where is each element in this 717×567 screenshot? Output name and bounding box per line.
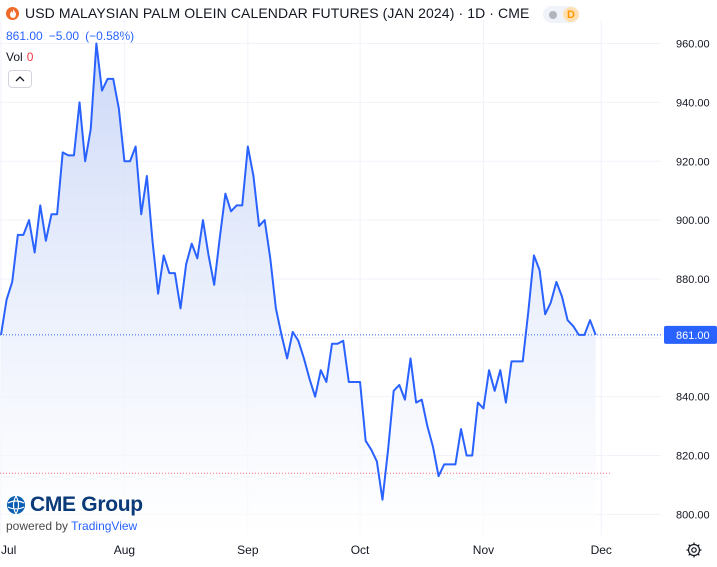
tradingview-link[interactable]: TradingView [71,519,138,533]
chevron-up-icon [15,76,25,82]
cme-logo-text: CME Group [30,493,143,516]
x-axis-tick-label: Aug [114,543,135,557]
last-price-label: 861.00 [676,330,710,342]
cme-group-logo: CME Group powered by TradingView [6,493,143,533]
y-axis-tick-label: 800.00 [676,509,710,521]
volume-value: 0 [26,50,34,64]
interval-toggle[interactable]: D [543,6,579,23]
y-axis-tick-label: 820.00 [676,451,710,463]
symbol-title[interactable]: USD MALAYSIAN PALM OLEIN CALENDAR FUTURE… [25,5,530,21]
symbol-title-row: USD MALAYSIAN PALM OLEIN CALENDAR FUTURE… [6,5,529,21]
last-price-label-box [664,325,717,344]
y-axis-tick-label: 920.00 [676,156,710,168]
collapse-legend-button[interactable] [8,70,32,88]
x-axis-tick-label: Oct [351,543,370,557]
powered-by-label: powered by [6,519,69,533]
chart-header: USD MALAYSIAN PALM OLEIN CALENDAR FUTURE… [0,0,717,88]
interval-badge: D [563,7,579,22]
y-axis-tick-label: 960.00 [676,39,710,51]
y-axis-tick-label: 840.00 [676,392,710,404]
y-axis-tick-label: 940.00 [676,97,710,109]
cme-globe-icon [7,495,25,515]
y-axis-tick-label: 880.00 [676,274,710,286]
status-dot-icon [549,10,557,19]
price-change: −5.00 [48,29,80,43]
gear-icon [686,542,702,558]
x-axis-tick-label: Jul [1,543,16,557]
y-axis-tick-label: 900.00 [676,215,710,227]
flame-icon [6,6,19,20]
powered-by[interactable]: powered by TradingView [6,519,143,533]
x-axis-tick-label: Dec [591,543,612,557]
price-area-fill [1,43,596,535]
price-series-line[interactable] [0,42,597,501]
x-axis-tick-label: Nov [473,543,494,557]
volume-row: Vol 0 [6,50,33,64]
x-axis-tick-label: Sep [237,543,259,557]
price-change-pct: (−0.58%) [85,29,135,43]
last-price: 861.00 [6,29,43,43]
volume-label: Vol [6,50,23,64]
settings-button[interactable] [685,541,703,559]
price-row: 861.00 −5.00 (−0.58%) [6,29,140,43]
